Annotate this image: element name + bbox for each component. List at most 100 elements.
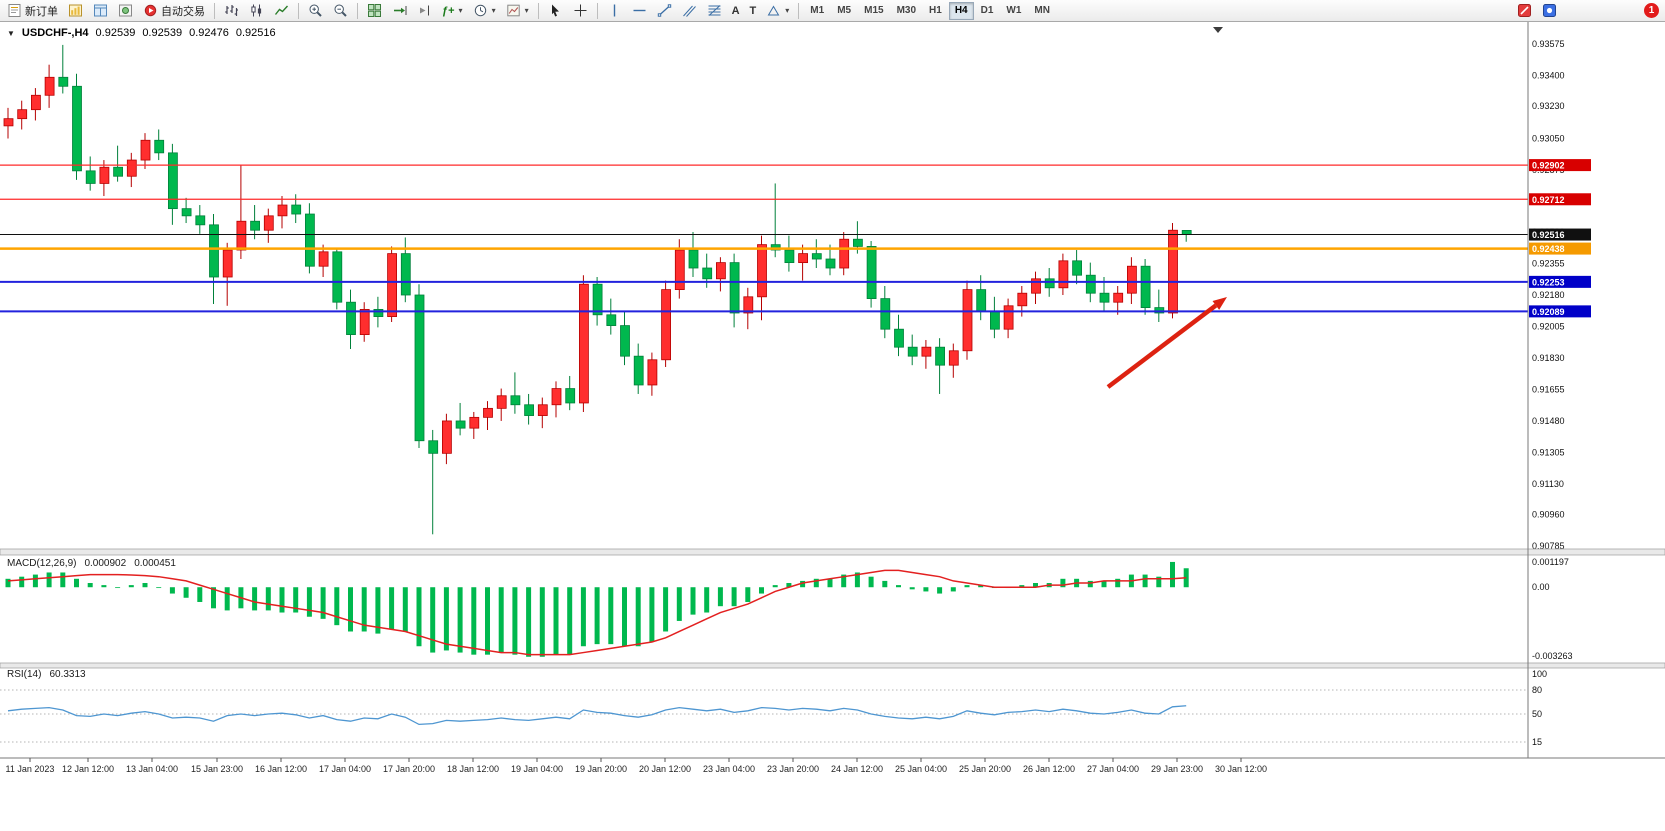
rsi-label: RSI(14) 60.3313 (7, 669, 86, 680)
quote-close: 0.92516 (235, 27, 276, 39)
notifications-badge[interactable]: 1 (1644, 3, 1659, 18)
trendline-button[interactable] (653, 1, 676, 20)
clock-icon (474, 4, 486, 17)
shapes-icon (767, 5, 780, 16)
horizontal-line-0.92438[interactable]: 0.92438 (0, 242, 1591, 255)
crosshair-button[interactable] (569, 1, 592, 20)
data-window-icon (119, 4, 132, 17)
symbol-label: USDCHF-,H4 (21, 27, 89, 39)
new-order-label: 新订单 (25, 5, 58, 18)
quote-high: 0.92539 (142, 27, 183, 39)
new-order-icon (8, 4, 21, 17)
tile-windows-button[interactable] (363, 1, 386, 20)
panel-separator[interactable] (0, 548, 1665, 556)
svg-text:0.91305: 0.91305 (1532, 447, 1565, 457)
auto-trading-button[interactable]: 自动交易 (139, 1, 209, 20)
fibonacci-icon (708, 5, 721, 16)
tile-windows-icon (368, 4, 381, 17)
timeframe-button-h4[interactable]: H4 (948, 1, 974, 20)
horizontal-line-button[interactable] (628, 1, 651, 20)
zoom-out-icon (334, 4, 347, 17)
bar-chart-button[interactable] (220, 1, 243, 20)
svg-text:11 Jan 2023: 11 Jan 2023 (6, 764, 55, 774)
shapes-button[interactable]: ▾ (762, 1, 793, 20)
svg-text:16 Jan 12:00: 16 Jan 12:00 (255, 764, 307, 774)
vertical-line-button[interactable] (603, 1, 626, 20)
timeframe-button-m5[interactable]: M5 (831, 2, 857, 20)
candlestick-chart-button[interactable] (245, 1, 268, 20)
community-button[interactable] (1538, 1, 1561, 20)
svg-text:80: 80 (1532, 685, 1542, 695)
text-label-icon: T (749, 4, 757, 17)
horizontal-line-0.92516[interactable]: 0.92516 (0, 228, 1591, 241)
auto-scroll-button[interactable] (388, 1, 411, 20)
channel-button[interactable] (678, 1, 701, 20)
svg-text:0.92438: 0.92438 (1532, 244, 1565, 254)
horizontal-line-0.92712[interactable]: 0.92712 (0, 193, 1591, 206)
text-icon: A (731, 4, 740, 17)
alert-button[interactable] (1513, 1, 1536, 20)
charts-window-button[interactable] (64, 1, 87, 20)
svg-text:50: 50 (1532, 709, 1542, 719)
data-window-button[interactable] (114, 1, 137, 20)
svg-text:27 Jan 04:00: 27 Jan 04:00 (1087, 764, 1139, 774)
svg-text:0.90785: 0.90785 (1532, 541, 1565, 551)
toolbar-separator (798, 2, 800, 19)
svg-text:-0.003263: -0.003263 (1532, 651, 1573, 661)
svg-text:23 Jan 20:00: 23 Jan 20:00 (767, 764, 819, 774)
zoom-out-button[interactable] (329, 1, 352, 20)
profiles-button[interactable] (89, 1, 112, 20)
zoom-in-button[interactable] (304, 1, 327, 20)
trendline-icon (657, 4, 671, 17)
channel-icon (682, 5, 696, 17)
svg-text:0.91830: 0.91830 (1532, 353, 1565, 363)
chart-collapse-icon[interactable]: ▼ (7, 28, 15, 38)
new-order-button[interactable]: 新订单 (3, 1, 62, 20)
timeframe-button-m30[interactable]: M30 (891, 2, 922, 20)
fibonacci-button[interactable] (703, 1, 726, 20)
chevron-down-icon: ▾ (524, 6, 529, 15)
svg-text:24 Jan 12:00: 24 Jan 12:00 (831, 764, 883, 774)
text-button[interactable]: A (728, 1, 744, 20)
timeframe-button-d1[interactable]: D1 (975, 2, 1000, 20)
chart-shift-marker[interactable] (1213, 27, 1223, 33)
rsi-name: RSI(14) (7, 669, 42, 680)
horizontal-line-icon (633, 9, 646, 12)
panel-separator[interactable] (0, 662, 1665, 669)
timeframe-button-m1[interactable]: M1 (804, 2, 830, 20)
indicators-button[interactable]: ƒ+ ▾ (438, 1, 467, 20)
text-label-button[interactable]: T (746, 1, 761, 20)
toolbar-separator (357, 2, 358, 19)
svg-text:18 Jan 12:00: 18 Jan 12:00 (447, 764, 499, 774)
quote-low: 0.92476 (189, 27, 229, 39)
line-chart-button[interactable] (270, 1, 293, 20)
svg-text:0.93230: 0.93230 (1532, 101, 1565, 111)
timeframe-button-m15[interactable]: M15 (858, 2, 889, 20)
cursor-button[interactable] (544, 1, 567, 20)
timeframe-button-h1[interactable]: H1 (923, 2, 948, 20)
chart-shift-button[interactable] (413, 1, 436, 20)
bar-chart-icon (225, 5, 238, 16)
svg-text:15 Jan 23:00: 15 Jan 23:00 (191, 764, 243, 774)
svg-text:0.91655: 0.91655 (1532, 384, 1565, 394)
timeframe-button-w1[interactable]: W1 (1000, 2, 1027, 20)
timeframe-button-mn[interactable]: MN (1028, 2, 1056, 20)
price-axis: 0.935750.934000.932300.930500.928750.927… (1532, 39, 1573, 747)
chevron-down-icon: ▾ (785, 6, 790, 15)
macd-signal-line (7, 569, 1187, 656)
auto-trading-label: 自动交易 (161, 5, 205, 18)
templates-button[interactable]: ▾ (502, 1, 533, 20)
svg-text:0.92253: 0.92253 (1532, 277, 1565, 287)
svg-text:15: 15 (1532, 737, 1542, 747)
rsi-panel (0, 689, 1528, 743)
zoom-in-icon (309, 4, 322, 17)
horizontal-line-0.92089[interactable]: 0.92089 (0, 305, 1591, 318)
toolbar-separator (214, 2, 215, 19)
crosshair-icon (574, 4, 587, 17)
candles-layer (3, 44, 1192, 535)
horizontal-line-0.92253[interactable]: 0.92253 (0, 275, 1591, 288)
horizontal-line-0.92902[interactable]: 0.92902 (0, 159, 1591, 172)
trend-arrow-annotation[interactable] (1106, 297, 1227, 389)
periods-button[interactable]: ▾ (469, 1, 500, 20)
